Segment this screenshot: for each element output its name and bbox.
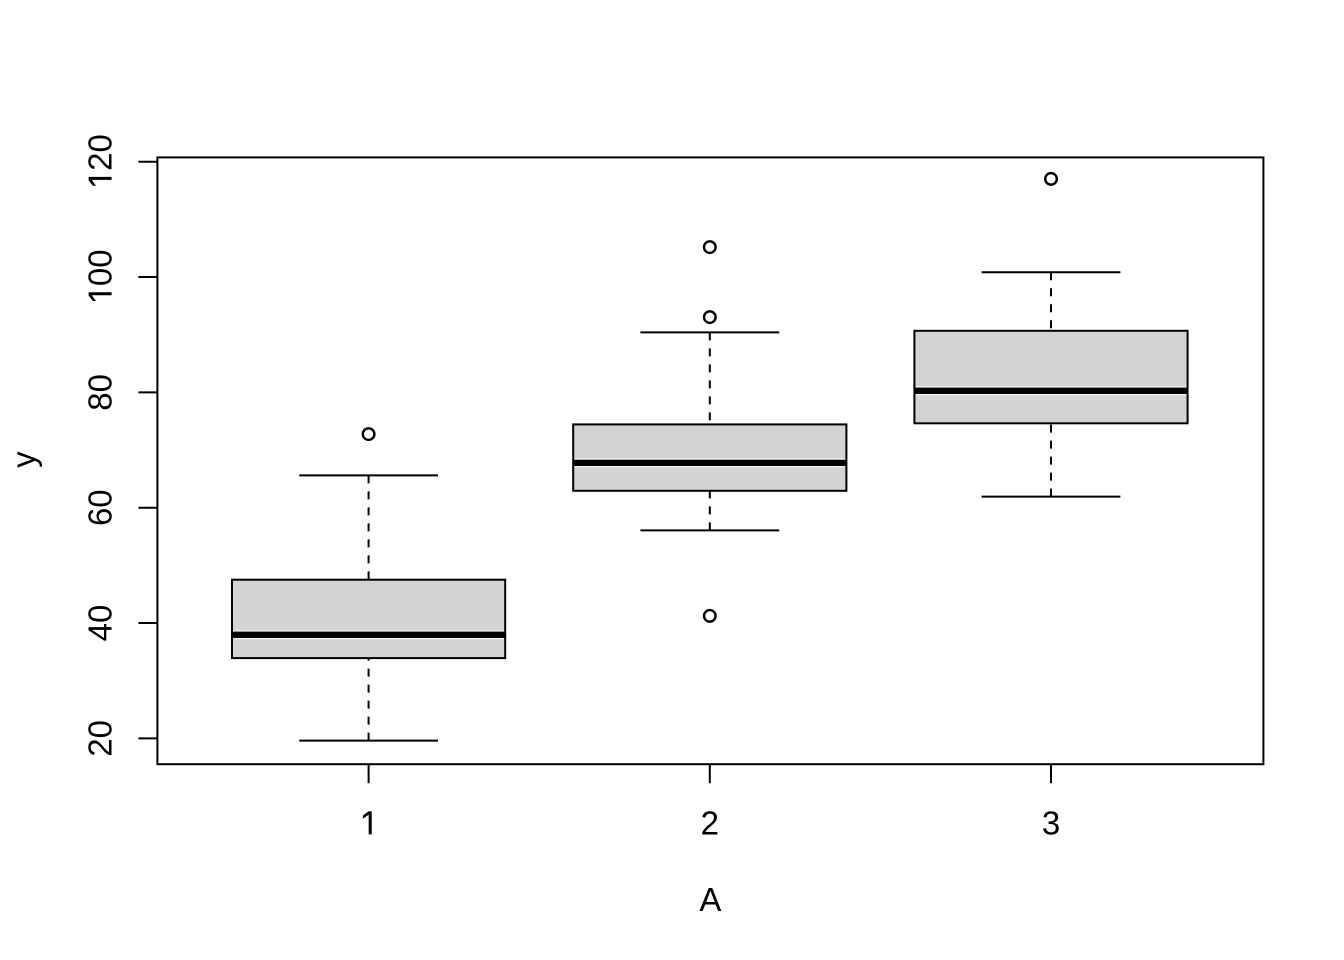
svg-text:00: 00 <box>82 249 119 286</box>
svg-text:3: 3 <box>1042 804 1060 841</box>
svg-text:y: y <box>5 451 42 468</box>
svg-text:40: 40 <box>82 605 119 642</box>
svg-text:2: 2 <box>701 804 719 841</box>
svg-text:80: 80 <box>82 374 119 411</box>
svg-text:60: 60 <box>82 489 119 526</box>
svg-text:20: 20 <box>82 134 119 171</box>
svg-text:20: 20 <box>82 720 119 757</box>
svg-text:A: A <box>699 881 721 918</box>
